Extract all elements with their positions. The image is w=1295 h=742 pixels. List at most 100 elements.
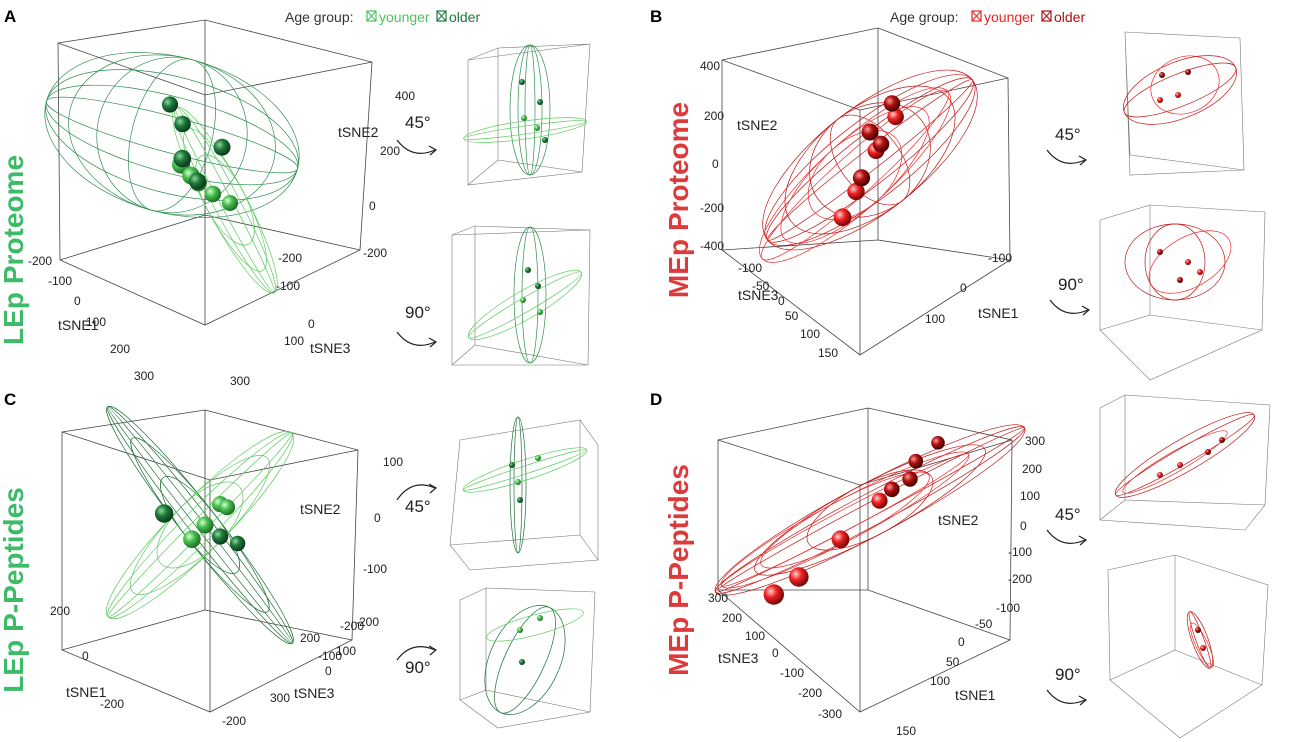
axis-label-d-z: tSNE3 — [718, 650, 759, 666]
legend-left-older-cross — [436, 10, 447, 22]
legend-left-prefix: Age group: — [285, 9, 354, 25]
point-a-older-2 — [213, 138, 231, 156]
tick-d-x-5: 150 — [896, 724, 916, 738]
tick-b-z-5: 150 — [818, 346, 838, 360]
ticks-b: 400 200 0 -200 -400 tSNE2 -100 0 100 tSN… — [700, 59, 1019, 360]
point-d-older-1 — [931, 436, 945, 450]
point-c-younger-2 — [196, 516, 214, 534]
tick-a-z-2: 0 — [308, 317, 315, 331]
tick-c-z-3: 100 — [336, 644, 356, 658]
point-c-younger-1 — [219, 499, 236, 516]
tick-d-y-0: 300 — [1025, 434, 1045, 448]
point-a-younger-2 — [204, 185, 222, 203]
point-c-older-1 — [212, 528, 229, 545]
legend-right-prefix: Age group: — [890, 9, 959, 25]
side-title-a-part2: Proteome — [0, 155, 29, 284]
tick-d-z-2: 100 — [745, 629, 765, 643]
point-b-older-1 — [861, 123, 879, 141]
rotation-label-a-45: 45° — [405, 113, 431, 132]
point-d-younger-1 — [789, 567, 809, 587]
axis-label-c-y: tSNE2 — [300, 501, 341, 517]
tick-b-x-0: -100 — [988, 251, 1012, 265]
tick-c-y-2: -100 — [363, 562, 387, 576]
tick-a-x-4: 200 — [110, 342, 130, 356]
tick-b-y-0: 400 — [700, 59, 720, 73]
tick-b-z-2: 0 — [778, 294, 785, 308]
tick-d-x-4: 100 — [930, 674, 950, 688]
tick-a-x-3: 100 — [86, 315, 106, 329]
point-d-younger-3 — [871, 492, 888, 509]
legend-right-younger: younger — [984, 9, 1035, 25]
legend-right: Age group: younger older — [890, 9, 1085, 25]
tick-a-x-1: -100 — [48, 274, 72, 288]
small-cube-c-45 — [449, 416, 599, 571]
tick-c-z-1: -100 — [318, 649, 342, 663]
tick-c-z-6: -200 — [222, 714, 246, 728]
point-d-younger-0 — [763, 584, 784, 605]
tick-b-y-1: 200 — [704, 109, 724, 123]
tick-d-z-3: 0 — [772, 646, 779, 660]
rotation-d-90: 90° — [1046, 665, 1088, 706]
panel-letter-c: C — [4, 390, 16, 409]
small-cube-a-90 — [451, 225, 591, 366]
side-title-b-part1: MEp — [663, 239, 694, 298]
tick-b-x-1: 0 — [960, 281, 967, 295]
tick-c-z-4: 200 — [300, 631, 320, 645]
rotation-arrow-a-45 — [396, 139, 436, 154]
rotation-label-a-90: 90° — [405, 303, 431, 322]
tick-c-x-0: 200 — [50, 604, 70, 618]
panel-b: B MEp Proteome Age group: younger older — [650, 7, 1266, 381]
tick-c-x-1: 0 — [82, 649, 89, 663]
tick-d-z-6: -300 — [818, 707, 842, 721]
tick-c-y-3: -200 — [355, 615, 379, 629]
legend-left-younger: younger — [379, 9, 430, 25]
side-title-c: LEp P-Peptides — [0, 487, 29, 693]
tick-d-x-1: -50 — [975, 617, 993, 631]
points-a — [161, 96, 238, 211]
panel-letter-d: D — [650, 390, 662, 409]
tick-b-x-2: 100 — [925, 312, 945, 326]
axis-label-a-z: tSNE3 — [310, 340, 351, 356]
small-cube-a-45 — [463, 43, 591, 186]
side-title-d-part1: MEp — [663, 617, 694, 676]
rotation-label-d-90: 90° — [1055, 665, 1081, 684]
point-a-older-0 — [161, 96, 179, 113]
small-cube-b-90 — [1099, 204, 1266, 381]
rotation-b-45: 45° — [1046, 125, 1088, 166]
axis-label-b-x: tSNE1 — [978, 305, 1019, 321]
tick-d-x-3: 50 — [946, 655, 960, 669]
panel-letter-a: A — [4, 7, 16, 26]
legend-right-younger-swatch — [971, 10, 982, 22]
tick-d-y-4: -100 — [1008, 545, 1032, 559]
points-d — [763, 436, 945, 605]
legend-left-younger-cross — [366, 10, 377, 22]
legend-left-older: older — [449, 9, 480, 25]
side-title-b-part2: Proteome — [663, 102, 694, 231]
ticks-a: 400 200 0 -200 tSNE2 -200 -100 0 100 200… — [28, 89, 415, 388]
axis-label-d-x: tSNE1 — [955, 687, 996, 703]
point-d-older-3 — [902, 471, 918, 487]
side-title-a: LEp Proteome — [0, 155, 29, 345]
tick-d-y-5: -200 — [1008, 572, 1032, 586]
tick-b-z-0: -100 — [738, 261, 762, 275]
points-c — [154, 496, 246, 552]
axis-label-a-y: tSNE2 — [338, 124, 379, 140]
rotation-a-90: 90° — [396, 303, 438, 348]
point-b-older-2 — [883, 95, 901, 112]
axis-label-c-z: tSNE3 — [294, 685, 335, 701]
tick-b-y-3: -200 — [700, 201, 724, 215]
tick-c-z-5: 300 — [270, 691, 290, 705]
axis-label-b-y: tSNE2 — [737, 117, 778, 133]
cube-c — [61, 409, 359, 713]
legend-right-older: older — [1054, 9, 1085, 25]
side-title-c-part1: LEp — [0, 640, 29, 693]
rotation-arrow-a-90 — [396, 331, 436, 346]
rotation-label-b-45: 45° — [1055, 125, 1081, 144]
tick-d-x-0: -100 — [996, 601, 1020, 615]
side-title-b: MEp Proteome — [663, 102, 694, 298]
point-d-older-2 — [884, 481, 900, 498]
tick-a-z-4: 300 — [230, 374, 250, 388]
tick-a-z-0: -200 — [278, 251, 302, 265]
tick-d-x-2: 0 — [958, 635, 965, 649]
tick-d-z-4: -100 — [780, 666, 804, 680]
